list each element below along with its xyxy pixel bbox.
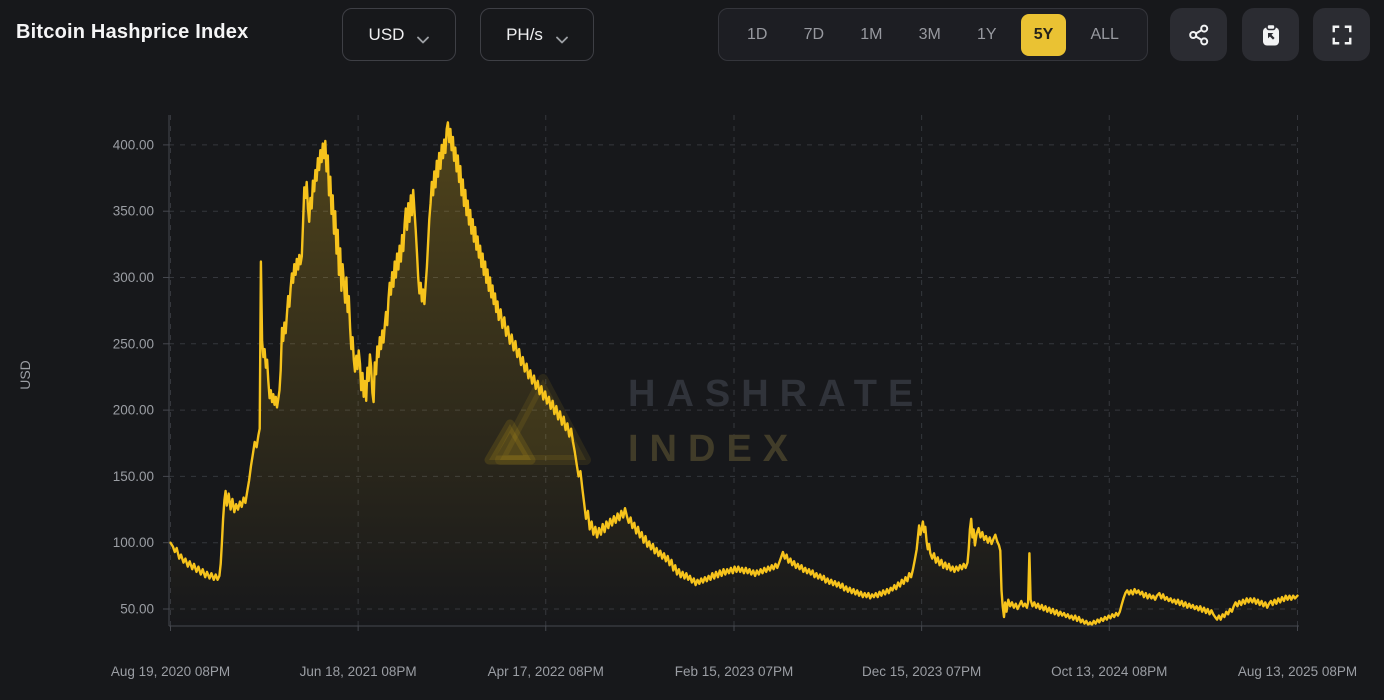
x-tick-label: Apr 17, 2022 08PM: [488, 664, 604, 679]
range-button-7d[interactable]: 7D: [803, 25, 825, 43]
fullscreen-button[interactable]: [1313, 8, 1370, 61]
chevron-down-icon: [417, 31, 430, 43]
series-area-fill: [170, 122, 1298, 627]
watermark-line1: HASHRATE: [628, 373, 924, 415]
x-tick-label: Feb 15, 2023 07PM: [675, 664, 794, 679]
y-tick-label: 150.00: [113, 469, 154, 484]
share-button[interactable]: [1170, 8, 1227, 61]
axes: [163, 115, 1299, 631]
time-range-selector: 1D 7D 1M 3M 1Y 5Y ALL: [718, 8, 1148, 61]
range-button-1y[interactable]: 1Y: [977, 25, 997, 43]
watermark-line2: INDEX: [628, 428, 799, 470]
page-title: Bitcoin Hashprice Index: [16, 21, 249, 43]
range-button-5y[interactable]: 5Y: [1020, 13, 1067, 56]
share-icon: [1187, 23, 1211, 47]
y-axis-labels: 400.00 350.00 300.00 250.00 200.00 150.00 100.…: [113, 137, 154, 616]
x-tick-label: Jun 18, 2021 08PM: [300, 664, 417, 679]
y-tick-label: 400.00: [113, 137, 154, 152]
range-button-all[interactable]: ALL: [1090, 25, 1119, 43]
y-tick-label: 200.00: [113, 403, 154, 418]
y-axis-title: USD: [17, 360, 33, 390]
fullscreen-icon: [1331, 24, 1353, 46]
range-button-1d[interactable]: 1D: [747, 25, 768, 43]
range-button-1m[interactable]: 1M: [860, 25, 883, 43]
y-tick-label: 250.00: [113, 336, 154, 351]
y-tick-label: 300.00: [113, 270, 154, 285]
copy-chart-button[interactable]: [1242, 8, 1299, 61]
y-tick-label: 100.00: [113, 535, 154, 550]
x-tick-label: Oct 13, 2024 08PM: [1051, 664, 1167, 679]
series-line: [169, 121, 1299, 627]
currency-dropdown[interactable]: USD: [342, 8, 456, 61]
unit-dropdown-value: PH/s: [506, 24, 543, 44]
y-tick-label: 50.00: [120, 602, 154, 617]
x-tick-label: Dec 15, 2023 07PM: [862, 664, 981, 679]
currency-dropdown-value: USD: [368, 24, 405, 44]
x-axis-labels: Aug 19, 2020 08PM Jun 18, 2021 08PM Apr 17…: [111, 664, 1357, 679]
unit-dropdown[interactable]: PH/s: [480, 8, 594, 61]
clipboard-pointer-icon: [1259, 23, 1283, 47]
range-button-3m[interactable]: 3M: [918, 25, 941, 43]
y-tick-label: 350.00: [113, 204, 154, 219]
header: Bitcoin Hashprice Index USD PH/s 1D 7D 1M 3…: [0, 0, 1384, 70]
x-tick-label: Aug 13, 2025 08PM: [1238, 664, 1357, 679]
x-tick-label: Aug 19, 2020 08PM: [111, 664, 230, 679]
chevron-down-icon: [556, 31, 568, 43]
